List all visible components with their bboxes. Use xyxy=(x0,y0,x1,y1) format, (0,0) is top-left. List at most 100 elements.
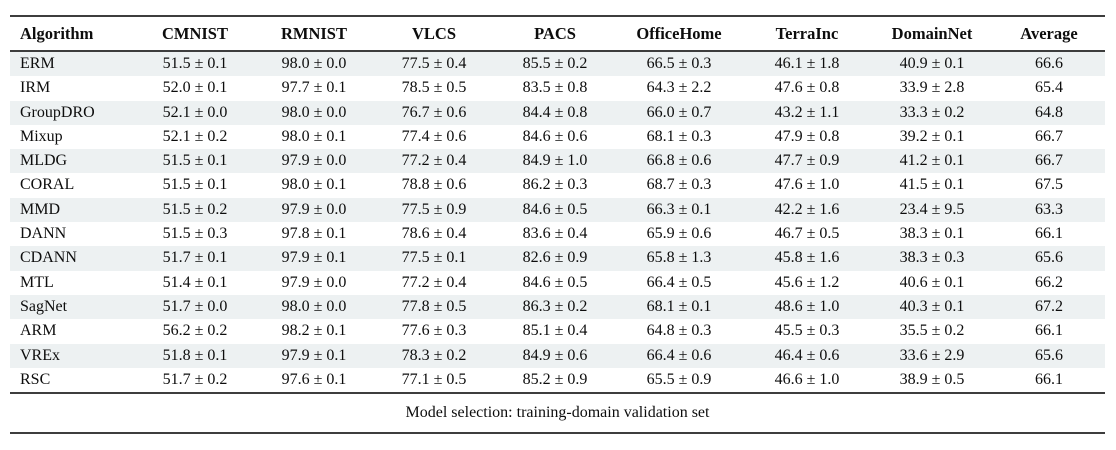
value-cell: 78.3 ± 0.2 xyxy=(401,346,467,364)
value-cell: 85.2 ± 0.9 xyxy=(522,370,588,388)
value-cell: 77.1 ± 0.5 xyxy=(401,370,467,388)
algorithm-cell: VREx xyxy=(20,346,60,364)
value-cell: 46.6 ± 1.0 xyxy=(774,370,840,388)
benchmark-results-table-wrap: Algorithm CMNIST RMNIST VLCS PACS OfficeHome T… xyxy=(10,15,1105,435)
table-body: ERM 51.5 ± 0.1 98.0 ± 0.0 77.5 ± 0.4 85.5 ± … xyxy=(10,51,1105,393)
value-cell: 82.6 ± 0.9 xyxy=(522,249,588,267)
value-cell: 51.5 ± 0.1 xyxy=(162,55,228,72)
value-cell: 51.5 ± 0.1 xyxy=(162,152,228,170)
value-cell: 51.5 ± 0.3 xyxy=(162,225,228,243)
value-cell: 68.1 ± 0.3 xyxy=(646,127,712,145)
value-cell: 40.9 ± 0.1 xyxy=(899,55,965,72)
value-cell: 66.1 xyxy=(1035,322,1063,340)
value-cell: 45.5 ± 0.3 xyxy=(774,322,840,340)
value-cell: 47.9 ± 0.8 xyxy=(774,127,840,145)
value-cell: 68.1 ± 0.1 xyxy=(646,297,712,315)
value-cell: 65.5 ± 0.9 xyxy=(646,370,712,388)
table-row: RSC 51.7 ± 0.2 97.6 ± 0.1 77.1 ± 0.5 85.2 ± … xyxy=(10,368,1105,393)
table-row: MLDG 51.5 ± 0.1 97.9 ± 0.0 77.2 ± 0.4 84.9 ±… xyxy=(10,149,1105,174)
value-cell: 67.2 xyxy=(1035,297,1063,315)
value-cell: 52.0 ± 0.1 xyxy=(162,79,228,97)
value-cell: 97.7 ± 0.1 xyxy=(281,79,347,97)
value-cell: 46.7 ± 0.5 xyxy=(774,225,840,243)
value-cell: 46.1 ± 1.8 xyxy=(774,55,840,72)
value-cell: 97.9 ± 0.1 xyxy=(281,249,347,267)
algorithm-cell: ERM xyxy=(20,55,55,72)
value-cell: 83.5 ± 0.8 xyxy=(522,79,588,97)
value-cell: 66.7 xyxy=(1035,127,1063,145)
value-cell: 98.0 ± 0.0 xyxy=(281,297,347,315)
table-row: IRM 52.0 ± 0.1 97.7 ± 0.1 78.5 ± 0.5 83.5 ± … xyxy=(10,76,1105,100)
value-cell: 98.0 ± 0.0 xyxy=(281,55,347,72)
table-row: CDANN 51.7 ± 0.1 97.9 ± 0.1 77.5 ± 0.1 82.6 … xyxy=(10,246,1105,271)
algorithm-cell: SagNet xyxy=(20,297,68,315)
value-cell: 86.2 ± 0.3 xyxy=(522,176,588,194)
column-header-rmnist: RMNIST xyxy=(255,16,373,52)
value-cell: 66.5 ± 0.3 xyxy=(646,55,712,72)
value-cell: 78.5 ± 0.5 xyxy=(401,79,467,97)
value-cell: 84.9 ± 0.6 xyxy=(522,346,588,364)
value-cell: 35.5 ± 0.2 xyxy=(899,322,965,340)
value-cell: 33.9 ± 2.8 xyxy=(899,79,965,97)
value-cell: 67.5 xyxy=(1035,176,1063,194)
column-header-officehome: OfficeHome xyxy=(615,16,743,52)
algorithm-cell: IRM xyxy=(20,79,51,97)
value-cell: 76.7 ± 0.6 xyxy=(401,103,467,121)
value-cell: 66.4 ± 0.6 xyxy=(646,346,712,364)
table-row: CORAL 51.5 ± 0.1 98.0 ± 0.1 78.8 ± 0.6 86.2 … xyxy=(10,173,1105,197)
value-cell: 64.8 ± 0.3 xyxy=(646,322,712,340)
algorithm-cell: GroupDRO xyxy=(20,103,95,121)
value-cell: 84.9 ± 1.0 xyxy=(522,152,588,170)
model-selection-caption: Model selection: training-domain validat… xyxy=(10,392,1105,434)
value-cell: 77.5 ± 0.4 xyxy=(401,55,467,72)
value-cell: 51.5 ± 0.2 xyxy=(162,200,228,218)
value-cell: 47.6 ± 0.8 xyxy=(774,79,840,97)
value-cell: 51.4 ± 0.1 xyxy=(162,273,228,291)
value-cell: 66.4 ± 0.5 xyxy=(646,273,712,291)
algorithm-cell: Mixup xyxy=(20,127,63,145)
algorithm-cell: ARM xyxy=(20,322,57,340)
value-cell: 84.6 ± 0.6 xyxy=(522,127,588,145)
table-header: Algorithm CMNIST RMNIST VLCS PACS OfficeHome T… xyxy=(10,16,1105,52)
value-cell: 98.0 ± 0.0 xyxy=(281,103,347,121)
value-cell: 52.1 ± 0.2 xyxy=(162,127,228,145)
value-cell: 51.7 ± 0.1 xyxy=(162,249,228,267)
value-cell: 51.5 ± 0.1 xyxy=(162,176,228,194)
value-cell: 65.9 ± 0.6 xyxy=(646,225,712,243)
value-cell: 84.6 ± 0.5 xyxy=(522,273,588,291)
value-cell: 45.6 ± 1.2 xyxy=(774,273,840,291)
value-cell: 39.2 ± 0.1 xyxy=(899,127,965,145)
column-header-algorithm: Algorithm xyxy=(10,16,135,52)
algorithm-cell: MLDG xyxy=(20,152,68,170)
value-cell: 43.2 ± 1.1 xyxy=(774,103,840,121)
value-cell: 38.3 ± 0.1 xyxy=(899,225,965,243)
value-cell: 40.6 ± 0.1 xyxy=(899,273,965,291)
value-cell: 42.2 ± 1.6 xyxy=(774,200,840,218)
value-cell: 33.3 ± 0.2 xyxy=(899,103,965,121)
value-cell: 84.6 ± 0.5 xyxy=(522,200,588,218)
value-cell: 46.4 ± 0.6 xyxy=(774,346,840,364)
value-cell: 40.3 ± 0.1 xyxy=(899,297,965,315)
value-cell: 64.8 xyxy=(1035,103,1063,121)
algorithm-cell: MMD xyxy=(20,200,61,218)
value-cell: 77.5 ± 0.1 xyxy=(401,249,467,267)
value-cell: 78.8 ± 0.6 xyxy=(401,176,467,194)
value-cell: 65.6 xyxy=(1035,249,1063,267)
value-cell: 23.4 ± 9.5 xyxy=(899,200,965,218)
value-cell: 66.2 xyxy=(1035,273,1063,291)
value-cell: 97.9 ± 0.0 xyxy=(281,273,347,291)
value-cell: 78.6 ± 0.4 xyxy=(401,225,467,243)
footer-row: Model selection: training-domain validat… xyxy=(10,392,1105,434)
table-row: ERM 51.5 ± 0.1 98.0 ± 0.0 77.5 ± 0.4 85.5 ± … xyxy=(10,51,1105,77)
value-cell: 65.4 xyxy=(1035,79,1063,97)
value-cell: 98.0 ± 0.1 xyxy=(281,127,347,145)
value-cell: 51.8 ± 0.1 xyxy=(162,346,228,364)
table-row: SagNet 51.7 ± 0.0 98.0 ± 0.0 77.8 ± 0.5 86.3… xyxy=(10,294,1105,320)
value-cell: 51.7 ± 0.0 xyxy=(162,297,228,315)
value-cell: 56.2 ± 0.2 xyxy=(162,322,228,340)
value-cell: 64.3 ± 2.2 xyxy=(646,79,712,97)
algorithm-cell: CORAL xyxy=(20,176,75,194)
value-cell: 38.9 ± 0.5 xyxy=(899,370,965,388)
value-cell: 77.6 ± 0.3 xyxy=(401,322,467,340)
